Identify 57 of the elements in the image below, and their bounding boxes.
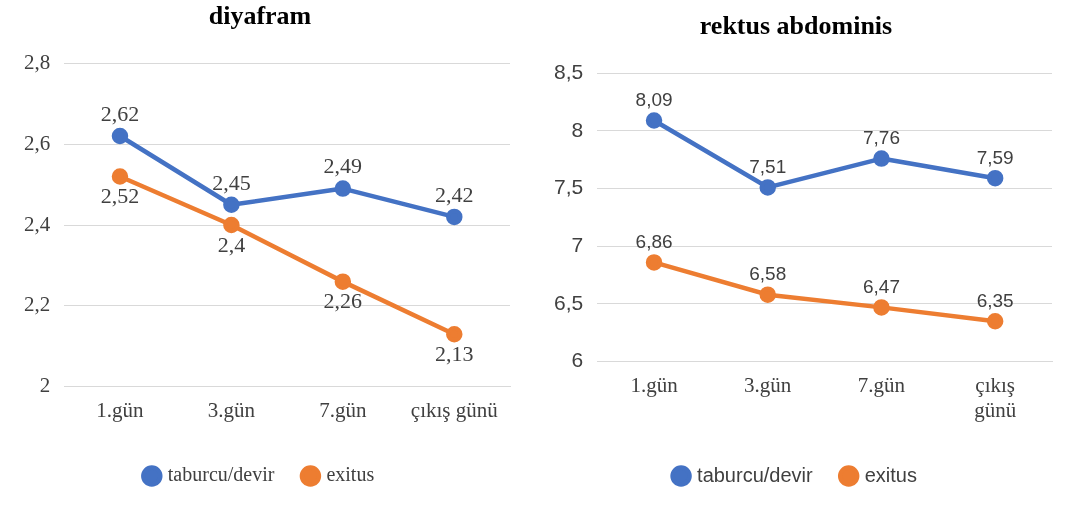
data-label: 2,26 bbox=[323, 288, 363, 314]
x-tick-label: 3.gün bbox=[744, 372, 792, 397]
data-label: 7,76 bbox=[862, 127, 900, 149]
point bbox=[873, 299, 890, 316]
data-label: 6,35 bbox=[976, 289, 1014, 311]
chart-title: diyafram bbox=[208, 1, 312, 31]
point bbox=[223, 216, 240, 234]
y-tick-label: 6 bbox=[571, 348, 584, 372]
point bbox=[446, 208, 463, 226]
data-label: 7,51 bbox=[749, 156, 787, 178]
x-tick-label: 1.gün bbox=[96, 397, 145, 422]
data-label: 2,49 bbox=[323, 153, 363, 179]
legend-label: exitus bbox=[864, 463, 917, 486]
y-tick-label: 8 bbox=[571, 117, 584, 141]
legend-label: taburcu/devir bbox=[167, 463, 275, 486]
y-tick-label: 2,6 bbox=[24, 130, 51, 155]
x-tick-label: 1.gün bbox=[630, 372, 679, 397]
y-tick-label: 6,5 bbox=[553, 290, 584, 314]
y-tick-label: 2,4 bbox=[24, 211, 51, 236]
x-tick-label: 7.gün bbox=[319, 397, 367, 422]
x-tick-label: çıkış günü bbox=[410, 397, 499, 422]
y-tick-label: 7 bbox=[571, 233, 584, 257]
point bbox=[759, 286, 776, 303]
legend-label: taburcu/devir bbox=[697, 463, 814, 486]
data-label: 2,62 bbox=[100, 100, 140, 126]
data-label: 6,86 bbox=[635, 231, 673, 253]
point bbox=[334, 273, 352, 290]
data-label: 6,58 bbox=[749, 263, 787, 285]
data-label: 8,09 bbox=[635, 89, 673, 111]
point bbox=[759, 179, 776, 196]
point bbox=[446, 325, 463, 343]
data-label: 7,59 bbox=[976, 146, 1014, 168]
point bbox=[873, 150, 890, 167]
x-tick-label: 7.gün bbox=[857, 372, 906, 397]
data-label: 2,45 bbox=[212, 169, 251, 195]
y-tick-label: 2 bbox=[39, 373, 51, 398]
point bbox=[223, 196, 240, 214]
y-tick-label: 2,8 bbox=[24, 49, 51, 74]
point bbox=[986, 169, 1004, 187]
point bbox=[645, 254, 663, 271]
legend-label: exitus bbox=[326, 463, 375, 486]
data-label: 2,52 bbox=[100, 183, 140, 209]
x-tick-label: çıkış günü bbox=[974, 372, 1017, 422]
point bbox=[111, 168, 129, 185]
data-label: 6,47 bbox=[862, 276, 900, 298]
x-tick-label: 3.gün bbox=[207, 397, 256, 422]
y-tick-label: 8,5 bbox=[553, 60, 584, 83]
point bbox=[111, 127, 129, 145]
chart-title: rektus abdominis bbox=[699, 11, 893, 41]
data-label: 2,42 bbox=[435, 181, 474, 207]
data-label: 2,13 bbox=[435, 341, 474, 366]
y-tick-label: 7,5 bbox=[553, 175, 584, 199]
data-label: 2,4 bbox=[217, 231, 246, 257]
point bbox=[986, 312, 1004, 330]
y-tick-label: 2,2 bbox=[24, 292, 51, 317]
point bbox=[645, 112, 663, 129]
point bbox=[334, 180, 352, 197]
